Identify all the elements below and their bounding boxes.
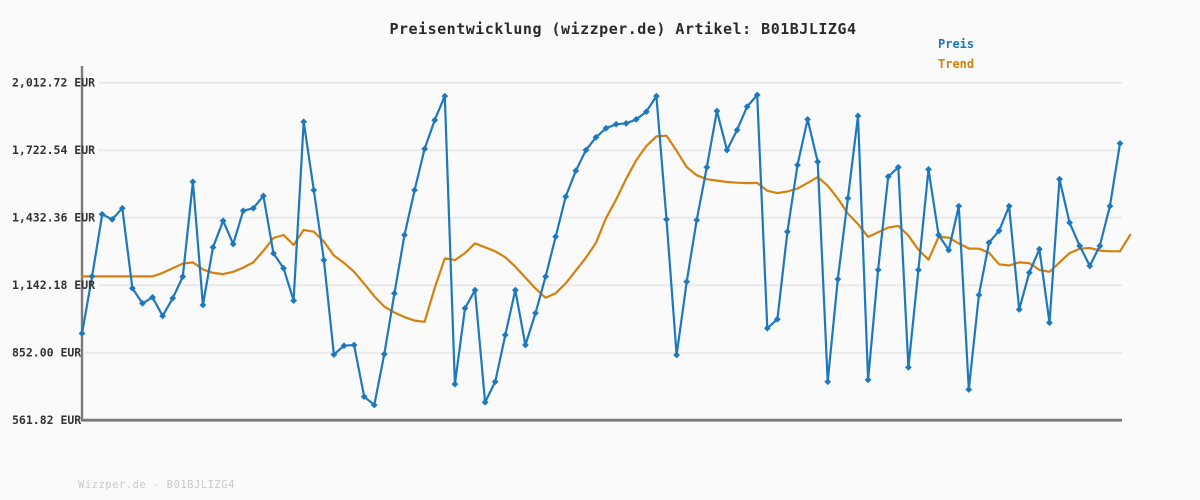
svg-text:2,012.72 EUR: 2,012.72 EUR: [12, 76, 95, 90]
watermark: Wizzper.de - B01BJLIZG4: [78, 479, 235, 491]
legend: Preis Trend: [938, 38, 974, 71]
axis-spines: [80, 66, 1122, 422]
trend-line: [80, 134, 1132, 323]
svg-text:1,142.18 EUR: 1,142.18 EUR: [12, 278, 95, 292]
svg-text:561.82 EUR: 561.82 EUR: [12, 413, 81, 427]
chart-title: Preisentwicklung (wizzper.de) Artikel: B…: [389, 20, 857, 38]
y-axis-labels: 2,012.72 EUR 1,722.54 EUR 1,432.36 EUR 1,14…: [12, 76, 95, 428]
svg-text:1,722.54 EUR: 1,722.54 EUR: [12, 143, 95, 157]
svg-text:852.00 EUR: 852.00 EUR: [12, 346, 81, 360]
legend-item-trend: Trend: [938, 57, 975, 71]
preis-markers: [78, 91, 1124, 409]
svg-text:1,432.36 EUR: 1,432.36 EUR: [12, 211, 95, 225]
legend-item-preis: Preis: [938, 37, 975, 51]
gridlines: [85, 81, 1122, 354]
preis-line: [80, 93, 1122, 407]
